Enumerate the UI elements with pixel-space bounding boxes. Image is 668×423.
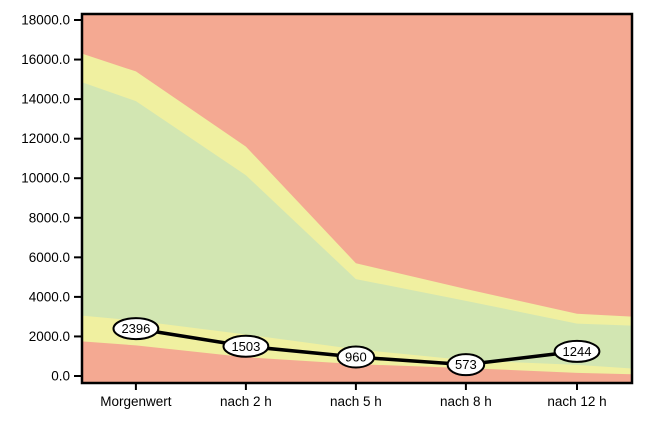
y-axis-tick-label: 4000.0 <box>29 289 70 304</box>
plot-frame <box>80 12 634 385</box>
y-axis-tick-label: 6000.0 <box>29 250 70 265</box>
y-axis-tick-label: 10000.0 <box>21 171 70 186</box>
y-axis-tick-label: 16000.0 <box>21 52 70 67</box>
data-point-marker <box>336 345 376 369</box>
x-axis-tick-label: nach 12 h <box>547 394 606 409</box>
y-axis-tick-label: 14000.0 <box>21 92 70 107</box>
data-point-marker <box>222 334 270 358</box>
data-point-value: 2396 <box>121 321 150 336</box>
x-axis-tick-label: Morgenwert <box>100 394 172 409</box>
y-axis-tick-label: 0.0 <box>51 369 70 384</box>
data-point-value: 960 <box>345 350 367 365</box>
data-point-marker <box>553 339 601 363</box>
data-point-marker <box>112 317 160 341</box>
y-axis-tick-label: 12000.0 <box>21 131 70 146</box>
x-axis-tick-label: nach 5 h <box>330 394 382 409</box>
y-axis-tick-label: 18000.0 <box>21 13 70 28</box>
band-normal-zone <box>82 82 632 369</box>
data-point-value: 1503 <box>231 339 260 354</box>
data-point-value: 573 <box>455 357 477 372</box>
y-axis-tick-label: 2000.0 <box>29 329 70 344</box>
x-axis-tick-label: nach 8 h <box>440 394 492 409</box>
data-point-value: 1244 <box>563 344 592 359</box>
y-axis-tick-label: 8000.0 <box>29 210 70 225</box>
x-axis-tick-label: nach 2 h <box>220 394 272 409</box>
data-point-marker <box>446 353 486 377</box>
